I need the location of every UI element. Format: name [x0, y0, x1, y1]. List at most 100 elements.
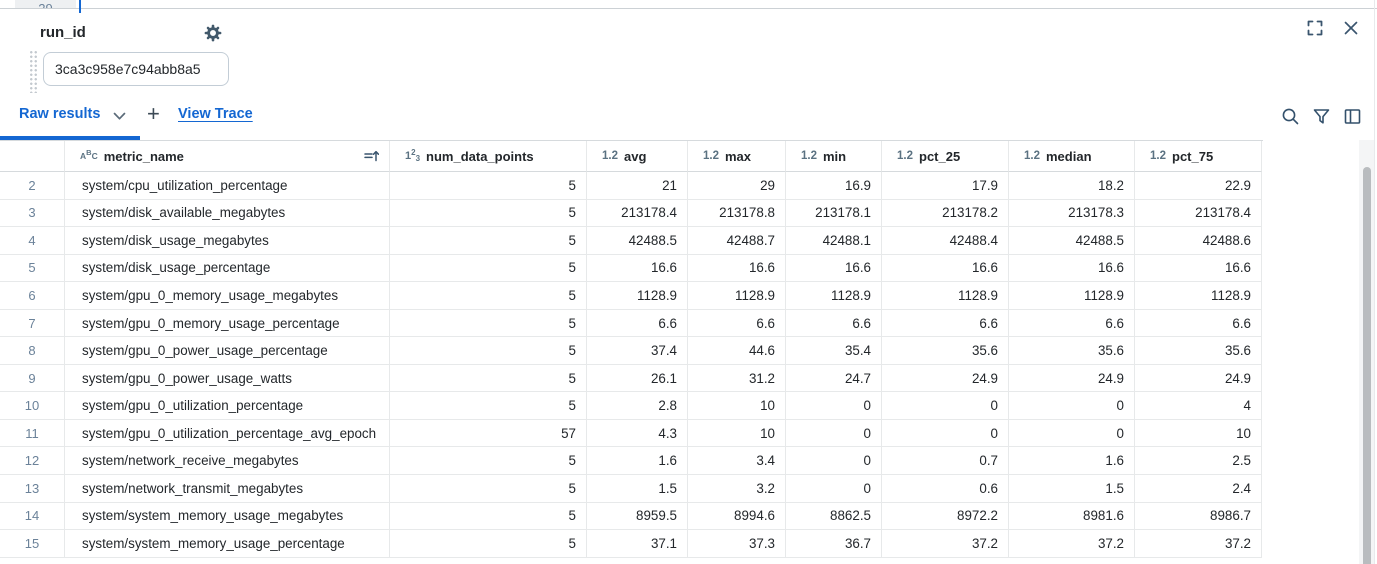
cell-num-data-points[interactable]: 5 — [390, 282, 587, 310]
run-id-input[interactable] — [43, 52, 229, 86]
cell-max[interactable]: 10 — [688, 419, 786, 448]
cell-pct-75[interactable]: 37.2 — [1135, 530, 1262, 558]
cell-max[interactable]: 10 — [688, 392, 786, 420]
filter-icon[interactable] — [1312, 107, 1331, 126]
cell-pct-75[interactable]: 1128.9 — [1135, 282, 1262, 310]
cell-pct-25[interactable]: 16.6 — [882, 254, 1009, 283]
cell-pct-25[interactable]: 0.6 — [882, 475, 1009, 503]
cell-median[interactable]: 8981.6 — [1009, 502, 1135, 531]
cell-pct-25[interactable]: 17.9 — [882, 172, 1009, 200]
cell-min[interactable]: 6.6 — [786, 309, 882, 338]
cell-avg[interactable]: 42488.5 — [587, 227, 688, 255]
row-number[interactable]: 9 — [0, 364, 65, 393]
row-number[interactable]: 6 — [0, 282, 65, 310]
cell-pct-75[interactable]: 213178.4 — [1135, 199, 1262, 228]
cell-pct-25[interactable]: 0 — [882, 392, 1009, 420]
cell-pct-25[interactable]: 42488.4 — [882, 227, 1009, 255]
cell-min[interactable]: 16.6 — [786, 254, 882, 283]
cell-min[interactable]: 0 — [786, 392, 882, 420]
cell-num-data-points[interactable]: 57 — [390, 419, 587, 448]
cell-median[interactable]: 6.6 — [1009, 309, 1135, 338]
cell-metric-name[interactable]: system/gpu_0_memory_usage_megabytes — [65, 282, 390, 310]
search-icon[interactable] — [1281, 107, 1300, 126]
cell-num-data-points[interactable]: 5 — [390, 392, 587, 420]
cell-pct-75[interactable]: 16.6 — [1135, 254, 1262, 283]
row-number[interactable]: 12 — [0, 447, 65, 476]
vertical-scrollbar-track[interactable] — [1359, 140, 1374, 564]
cell-num-data-points[interactable]: 5 — [390, 199, 587, 228]
cell-pct-75[interactable]: 42488.6 — [1135, 227, 1262, 255]
cell-pct-25[interactable]: 35.6 — [882, 337, 1009, 365]
cell-min[interactable]: 1128.9 — [786, 282, 882, 310]
cell-pct-75[interactable]: 10 — [1135, 419, 1262, 448]
row-number[interactable]: 4 — [0, 227, 65, 255]
columns-panel-icon[interactable] — [1343, 107, 1362, 126]
cell-pct-25[interactable]: 24.9 — [882, 364, 1009, 393]
drag-handle[interactable] — [29, 50, 38, 93]
cell-num-data-points[interactable]: 5 — [390, 364, 587, 393]
cell-min[interactable]: 24.7 — [786, 364, 882, 393]
cell-min[interactable]: 0 — [786, 447, 882, 476]
cell-pct-75[interactable]: 35.6 — [1135, 337, 1262, 365]
sort-ascending-icon[interactable] — [364, 149, 379, 163]
cell-pct-25[interactable]: 1128.9 — [882, 282, 1009, 310]
cell-max[interactable]: 16.6 — [688, 254, 786, 283]
cell-pct-25[interactable]: 213178.2 — [882, 199, 1009, 228]
cell-avg[interactable]: 1.5 — [587, 475, 688, 503]
column-header-pct-25[interactable]: 1.2 pct_25 — [882, 141, 1009, 172]
cell-median[interactable]: 18.2 — [1009, 172, 1135, 200]
cell-avg[interactable]: 8959.5 — [587, 502, 688, 531]
cell-num-data-points[interactable]: 5 — [390, 227, 587, 255]
cell-avg[interactable]: 213178.4 — [587, 199, 688, 228]
cell-metric-name[interactable]: system/network_transmit_megabytes — [65, 475, 390, 503]
column-header-pct-75[interactable]: 1.2 pct_75 — [1135, 141, 1262, 172]
vertical-scrollbar-thumb[interactable] — [1362, 167, 1371, 564]
cell-metric-name[interactable]: system/gpu_0_memory_usage_percentage — [65, 309, 390, 338]
cell-pct-25[interactable]: 0.7 — [882, 447, 1009, 476]
column-header-median[interactable]: 1.2 median — [1009, 141, 1135, 172]
cell-pct-75[interactable]: 4 — [1135, 392, 1262, 420]
cell-metric-name[interactable]: system/disk_available_megabytes — [65, 199, 390, 228]
row-number[interactable]: 2 — [0, 172, 65, 200]
cell-num-data-points[interactable]: 5 — [390, 172, 587, 200]
cell-min[interactable]: 0 — [786, 475, 882, 503]
cell-min[interactable]: 8862.5 — [786, 502, 882, 531]
cell-median[interactable]: 24.9 — [1009, 364, 1135, 393]
cell-median[interactable]: 1.5 — [1009, 475, 1135, 503]
cell-metric-name[interactable]: system/disk_usage_megabytes — [65, 227, 390, 255]
row-number[interactable]: 11 — [0, 419, 65, 448]
row-number[interactable]: 14 — [0, 502, 65, 531]
cell-pct-75[interactable]: 8986.7 — [1135, 502, 1262, 531]
cell-max[interactable]: 1128.9 — [688, 282, 786, 310]
cell-num-data-points[interactable]: 5 — [390, 254, 587, 283]
cell-avg[interactable]: 6.6 — [587, 309, 688, 338]
cell-avg[interactable]: 37.4 — [587, 337, 688, 365]
row-number[interactable]: 8 — [0, 337, 65, 365]
cell-avg[interactable]: 37.1 — [587, 530, 688, 558]
cell-median[interactable]: 35.6 — [1009, 337, 1135, 365]
cell-median[interactable]: 213178.3 — [1009, 199, 1135, 228]
cell-metric-name[interactable]: system/cpu_utilization_percentage — [65, 172, 390, 200]
add-tab-button[interactable]: + — [147, 101, 160, 126]
cell-avg[interactable]: 1128.9 — [587, 282, 688, 310]
cell-max[interactable]: 37.3 — [688, 530, 786, 558]
cell-num-data-points[interactable]: 5 — [390, 475, 587, 503]
cell-metric-name[interactable]: system/system_memory_usage_percentage — [65, 530, 390, 558]
row-number[interactable]: 5 — [0, 254, 65, 283]
cell-avg[interactable]: 16.6 — [587, 254, 688, 283]
cell-metric-name[interactable]: system/system_memory_usage_megabytes — [65, 502, 390, 531]
column-header-max[interactable]: 1.2 max — [688, 141, 786, 172]
cell-max[interactable]: 3.4 — [688, 447, 786, 476]
cell-max[interactable]: 44.6 — [688, 337, 786, 365]
row-number[interactable]: 15 — [0, 530, 65, 558]
column-header-avg[interactable]: 1.2 avg — [587, 141, 688, 172]
cell-pct-25[interactable]: 0 — [882, 419, 1009, 448]
row-number[interactable]: 10 — [0, 392, 65, 420]
cell-num-data-points[interactable]: 5 — [390, 447, 587, 476]
cell-num-data-points[interactable]: 5 — [390, 337, 587, 365]
cell-max[interactable]: 8994.6 — [688, 502, 786, 531]
cell-pct-75[interactable]: 2.5 — [1135, 447, 1262, 476]
cell-metric-name[interactable]: system/gpu_0_power_usage_percentage — [65, 337, 390, 365]
cell-min[interactable]: 16.9 — [786, 172, 882, 200]
